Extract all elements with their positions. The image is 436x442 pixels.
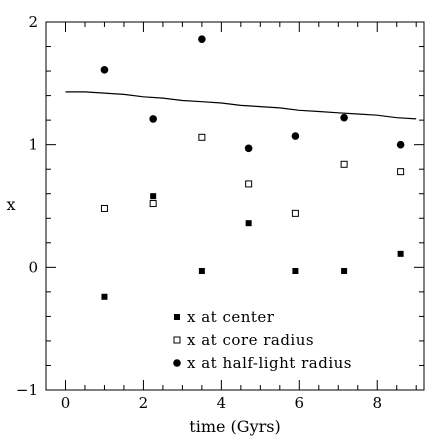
y-tick-label: 1: [28, 136, 38, 154]
x-tick-label: 0: [61, 394, 71, 412]
legend-marker-half-light-radius: [173, 359, 181, 367]
half-light-radius-point: [149, 115, 157, 123]
plot-frame: [45, 21, 425, 391]
x-tick-label: 4: [217, 394, 227, 412]
y-tick-label: 2: [28, 13, 38, 31]
legend-item-center: x at center: [174, 308, 275, 326]
legend-label-half-light-radius: x at half-light radius: [187, 354, 352, 372]
center-point: [341, 268, 348, 275]
legend-label-center: x at center: [187, 308, 275, 326]
x-axis-label: time (Gyrs): [189, 417, 280, 436]
y-axis-label: x: [6, 195, 15, 214]
core-radius-point: [340, 160, 348, 168]
legend-label-core-radius: x at core radius: [187, 331, 314, 349]
y-tick-label: −1: [16, 381, 38, 399]
core-radius-point: [100, 204, 108, 212]
legend-marker-center: [174, 314, 180, 320]
center-point: [292, 268, 299, 275]
center-point: [198, 268, 205, 275]
y-axis-ticks: −1 0 1 2: [16, 13, 424, 399]
center-point: [397, 250, 404, 257]
core-radius-point: [397, 168, 405, 176]
y-tick-label: 0: [28, 258, 38, 276]
core-radius-point: [291, 209, 299, 217]
legend-item-half-light-radius: x at half-light radius: [173, 354, 352, 372]
center-point: [245, 220, 252, 227]
legend: x at center x at core radius x at half-l…: [173, 308, 352, 372]
x-tick-label: 6: [295, 394, 305, 412]
half-light-radius-point: [244, 144, 253, 153]
core-radius-point: [198, 133, 206, 141]
half-light-radius-point: [291, 132, 300, 140]
core-radius-point: [245, 180, 253, 188]
x-tick-label: 2: [139, 394, 149, 412]
legend-marker-core-radius: [173, 336, 181, 344]
half-light-radius-point: [198, 35, 206, 43]
center-point: [101, 293, 108, 300]
data-points: [100, 35, 405, 300]
x-axis-ticks: 0 2 4 6 8: [45, 22, 417, 412]
core-radius-point: [149, 200, 157, 208]
center-point: [150, 193, 157, 200]
trend-line: [65, 91, 417, 120]
x-tick-label: 8: [372, 394, 382, 412]
half-light-radius-point: [396, 140, 405, 149]
trend-line-path: [65, 91, 417, 120]
half-light-radius-point: [100, 66, 109, 74]
legend-item-core-radius: x at core radius: [173, 331, 314, 349]
half-light-radius-point: [340, 113, 348, 122]
